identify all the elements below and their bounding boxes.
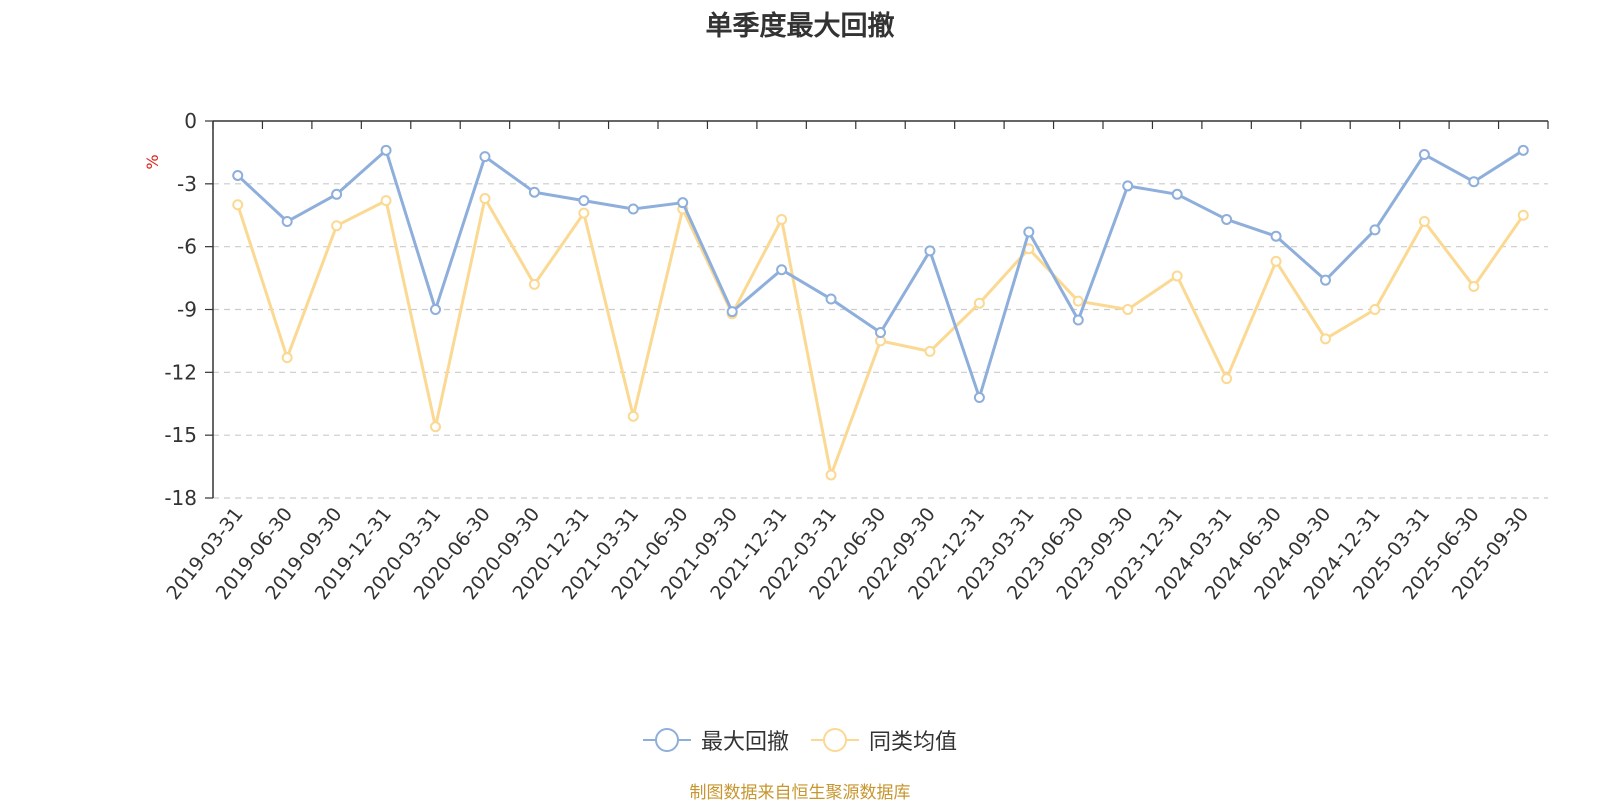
data-point-series-2[interactable] <box>1369 304 1381 315</box>
data-point-series-1[interactable] <box>973 391 985 403</box>
series-line-1 <box>236 148 1525 399</box>
data-point-series-1[interactable] <box>1171 188 1183 200</box>
y-tick-label: -18 <box>164 486 197 510</box>
data-point-series-2[interactable] <box>776 213 788 225</box>
legend-label-series-1: 最大回撤 <box>700 730 789 755</box>
data-point-series-1[interactable] <box>479 151 491 163</box>
data-point-series-1[interactable] <box>627 203 639 215</box>
x-tick-labels: 2019-03-312019-06-302019-09-302019-12-31… <box>162 504 1533 605</box>
data-point-series-1[interactable] <box>1221 213 1233 225</box>
y-tick-label: -12 <box>164 360 197 384</box>
data-point-series-2[interactable] <box>281 352 293 364</box>
data-point-series-2[interactable] <box>924 345 936 357</box>
data-point-series-1[interactable] <box>1468 176 1480 188</box>
data-point-series-2[interactable] <box>1320 333 1331 345</box>
data-point-series-1[interactable] <box>924 245 936 257</box>
y-tick-label: -9 <box>177 298 197 322</box>
data-point-series-1[interactable] <box>825 293 837 305</box>
data-point-series-2[interactable] <box>1468 280 1480 292</box>
data-point-series-1[interactable] <box>1320 274 1331 286</box>
data-point-series-2[interactable] <box>825 469 837 481</box>
data-point-series-2[interactable] <box>1171 270 1183 282</box>
y-axis-unit-label: % <box>143 154 162 169</box>
data-point-series-2[interactable] <box>430 421 441 433</box>
data-point-series-2[interactable] <box>1072 295 1084 307</box>
data-point-series-1[interactable] <box>726 306 738 318</box>
data-point-series-2[interactable] <box>380 195 392 207</box>
series-lines <box>232 144 1529 481</box>
data-point-series-1[interactable] <box>1369 224 1381 236</box>
data-point-series-2[interactable] <box>232 199 244 211</box>
legend-item-series-2[interactable]: 同类均值 <box>811 724 957 756</box>
data-point-series-1[interactable] <box>281 216 293 228</box>
data-point-series-2[interactable] <box>479 192 491 204</box>
data-point-series-2[interactable] <box>1221 373 1233 385</box>
data-point-series-2[interactable] <box>627 410 639 422</box>
source-note: 制图数据来自恒生聚源数据库 <box>689 783 911 803</box>
data-point-series-2[interactable] <box>1122 304 1134 315</box>
data-point-series-1[interactable] <box>331 188 343 200</box>
data-point-series-1[interactable] <box>776 264 788 276</box>
data-point-series-1[interactable] <box>232 169 244 181</box>
data-point-series-1[interactable] <box>875 327 886 339</box>
y-tick-label: 0 <box>184 109 197 133</box>
data-point-series-1[interactable] <box>1270 230 1282 242</box>
data-point-series-1[interactable] <box>1418 149 1430 161</box>
legend-label-series-2: 同类均值 <box>869 730 958 755</box>
data-point-series-2[interactable] <box>578 207 590 219</box>
y-tick-labels: 0 -3 -6 -9 -12 -15 -18 <box>164 109 197 510</box>
data-point-series-1[interactable] <box>528 186 540 198</box>
data-point-series-1[interactable] <box>1023 226 1035 238</box>
legend-item-series-1[interactable]: 最大回撤 <box>642 724 789 756</box>
data-point-series-1[interactable] <box>430 304 441 315</box>
data-point-series-1[interactable] <box>578 195 590 207</box>
y-tick-label: -3 <box>177 172 197 196</box>
legend-marker-series-1 <box>642 728 691 752</box>
legend[interactable]: 最大回撤 同类均值 <box>0 724 1600 756</box>
data-point-series-1[interactable] <box>1072 314 1084 326</box>
data-point-series-2[interactable] <box>1418 216 1430 228</box>
data-point-series-1[interactable] <box>1122 180 1134 192</box>
data-point-series-1[interactable] <box>380 144 392 156</box>
data-point-series-2[interactable] <box>973 297 985 309</box>
y-tick-label: -15 <box>164 423 197 447</box>
data-point-series-2[interactable] <box>1517 209 1529 221</box>
chart-title: 单季度最大回撤 <box>705 11 895 42</box>
y-tick-label: -6 <box>177 235 197 259</box>
data-point-series-2[interactable] <box>331 220 343 232</box>
legend-marker-series-2 <box>811 728 859 752</box>
data-point-series-1[interactable] <box>677 197 689 209</box>
data-point-series-1[interactable] <box>1517 144 1529 156</box>
axes <box>205 120 1549 499</box>
data-point-series-2[interactable] <box>528 278 540 290</box>
data-point-series-2[interactable] <box>1270 255 1282 267</box>
